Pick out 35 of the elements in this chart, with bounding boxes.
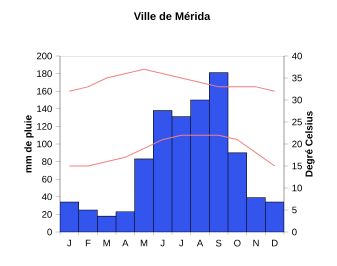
y-tick-label: 160 bbox=[37, 88, 52, 95]
x-tick-label: A bbox=[196, 240, 204, 246]
y2-tick-label: 30 bbox=[292, 96, 302, 104]
y2-tick-label: 25 bbox=[292, 118, 302, 126]
x-tick-label: A bbox=[122, 240, 128, 246]
y-axis-title: mm de pluie bbox=[24, 115, 34, 172]
y-tick-label: 120 bbox=[37, 123, 52, 130]
x-tick-label: N bbox=[253, 240, 259, 246]
x-tick-label: F bbox=[86, 240, 91, 246]
y2-tick-label: 15 bbox=[292, 162, 302, 170]
x-tick-label: J bbox=[179, 240, 183, 246]
y2-tick-label: 20 bbox=[292, 140, 302, 148]
y2-tick-label: 40 bbox=[292, 52, 302, 60]
y-tick-label: 0 bbox=[47, 228, 52, 236]
x-tick-label: S bbox=[216, 240, 222, 246]
chart-title: Ville de Mérida bbox=[134, 12, 210, 20]
y-tick-label: 200 bbox=[36, 52, 52, 60]
y-tick-label: 40 bbox=[42, 193, 52, 200]
y-tick-label: 20 bbox=[42, 211, 52, 218]
y2-tick-label: 0 bbox=[292, 228, 297, 236]
y2-tick-label: 35 bbox=[292, 74, 302, 82]
x-tick-label: M bbox=[140, 240, 148, 246]
y-tick-label: 100 bbox=[37, 140, 52, 148]
y-tick-label: 180 bbox=[37, 70, 52, 77]
x-tick-label: O bbox=[234, 240, 241, 246]
x-tick-label: M bbox=[104, 240, 110, 246]
x-tick-label: D bbox=[272, 240, 278, 246]
x-tick-label: J bbox=[67, 240, 71, 246]
y-tick-label: 60 bbox=[42, 176, 52, 183]
y2-tick-label: 10 bbox=[292, 184, 302, 192]
y-tick-label: 140 bbox=[37, 105, 52, 112]
y-tick-label: 80 bbox=[42, 158, 52, 165]
x-tick-label: J bbox=[160, 240, 164, 246]
y2-axis-title: Degré Celsius bbox=[305, 111, 315, 177]
y2-tick-label: 5 bbox=[292, 206, 297, 214]
